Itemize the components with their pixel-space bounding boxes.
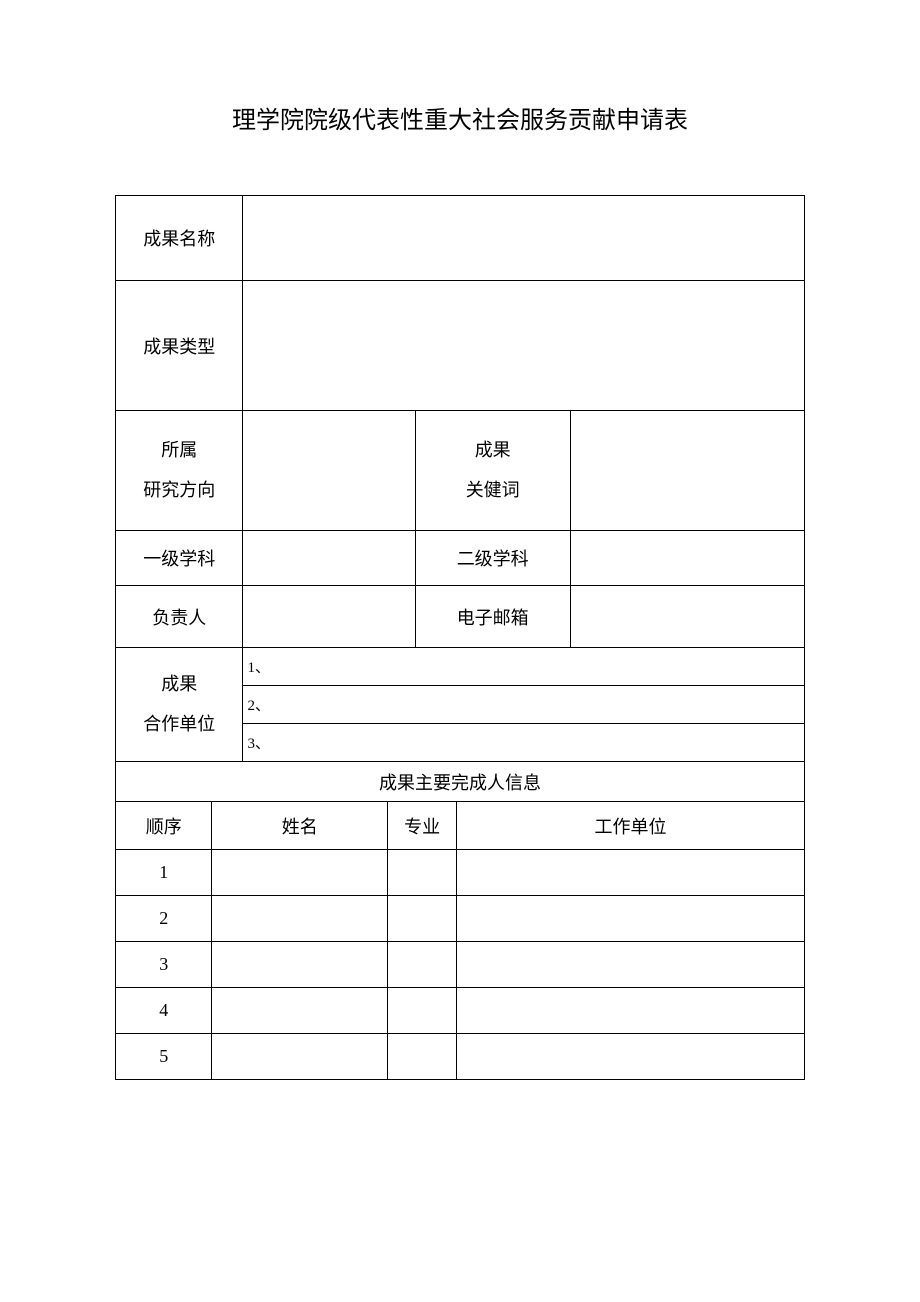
research-direction-label-line1: 所属 (161, 440, 197, 460)
responsible-person-value (243, 586, 415, 648)
achievement-type-value (243, 281, 805, 411)
person-workplace-4 (457, 988, 805, 1034)
achievement-name-label: 成果名称 (116, 196, 243, 281)
section-header: 成果主要完成人信息 (116, 762, 805, 802)
keywords-label: 成果 关健词 (415, 411, 570, 531)
table-row: 2 (116, 896, 805, 942)
person-order-5: 5 (116, 1034, 212, 1080)
person-workplace-2 (457, 896, 805, 942)
cooperation-label-line2: 合作单位 (143, 714, 215, 734)
person-order-1: 1 (116, 850, 212, 896)
person-name-1 (212, 850, 388, 896)
email-value (570, 586, 804, 648)
page-title: 理学院院级代表性重大社会服务贡献申请表 (115, 100, 805, 135)
person-major-2 (388, 896, 457, 942)
person-order-3: 3 (116, 942, 212, 988)
keywords-label-line1: 成果 (475, 440, 511, 460)
cooperation-item-1: 1、 (243, 648, 805, 686)
table-row: 1 (116, 850, 805, 896)
person-header-workplace: 工作单位 (457, 802, 805, 850)
person-name-4 (212, 988, 388, 1034)
responsible-person-label: 负责人 (116, 586, 243, 648)
application-form-table: 成果名称 成果类型 所属 研究方向 成果 关健词 一级学科 二级学科 负责人 电… (115, 195, 805, 1080)
research-direction-value (243, 411, 415, 531)
email-label: 电子邮箱 (415, 586, 570, 648)
table-row: 4 (116, 988, 805, 1034)
primary-discipline-label: 一级学科 (116, 531, 243, 586)
person-major-5 (388, 1034, 457, 1080)
cooperation-item-2: 2、 (243, 686, 805, 724)
achievement-type-label: 成果类型 (116, 281, 243, 411)
achievement-name-value (243, 196, 805, 281)
table-row: 3 (116, 942, 805, 988)
person-order-2: 2 (116, 896, 212, 942)
person-major-4 (388, 988, 457, 1034)
person-order-4: 4 (116, 988, 212, 1034)
person-header-order: 顺序 (116, 802, 212, 850)
keywords-value (570, 411, 804, 531)
secondary-discipline-value (570, 531, 804, 586)
person-workplace-5 (457, 1034, 805, 1080)
person-name-3 (212, 942, 388, 988)
person-header-major: 专业 (388, 802, 457, 850)
primary-discipline-value (243, 531, 415, 586)
cooperation-unit-label: 成果 合作单位 (116, 648, 243, 762)
research-direction-label-line2: 研究方向 (143, 480, 215, 500)
research-direction-label: 所属 研究方向 (116, 411, 243, 531)
keywords-label-line2: 关健词 (466, 480, 520, 500)
person-workplace-1 (457, 850, 805, 896)
person-name-2 (212, 896, 388, 942)
person-name-5 (212, 1034, 388, 1080)
person-major-3 (388, 942, 457, 988)
table-row: 5 (116, 1034, 805, 1080)
cooperation-label-line1: 成果 (161, 674, 197, 694)
person-header-name: 姓名 (212, 802, 388, 850)
person-major-1 (388, 850, 457, 896)
person-workplace-3 (457, 942, 805, 988)
cooperation-item-3: 3、 (243, 724, 805, 762)
secondary-discipline-label: 二级学科 (415, 531, 570, 586)
